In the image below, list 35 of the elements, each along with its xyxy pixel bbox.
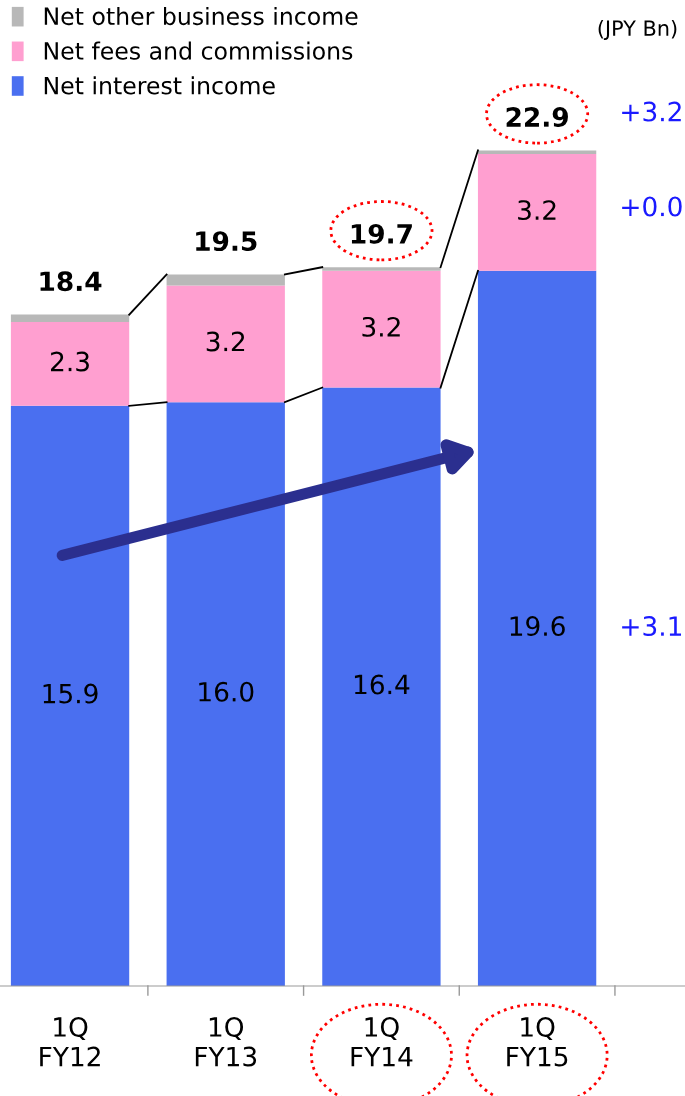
bar <box>166 402 285 986</box>
total-label: 22.9 <box>506 107 568 128</box>
data-label: 15.9 <box>43 683 98 704</box>
bar <box>477 150 597 155</box>
bar <box>10 314 130 322</box>
legend-label: Net other business income <box>44 6 358 26</box>
total-label: 19.7 <box>351 223 412 244</box>
bar <box>477 154 597 271</box>
bar <box>322 267 441 271</box>
text: (JPY Bn) <box>598 19 677 40</box>
legend-label: Net fees and commissions <box>44 41 353 60</box>
legend-label: Net interest income <box>44 76 275 95</box>
x-tick-label: 1Q FY12 <box>40 1017 100 1067</box>
data-label: 16.0 <box>199 681 254 702</box>
annotation: +3.1 <box>622 616 682 637</box>
annotation: +0.0 <box>622 196 682 217</box>
data-label: 19.6 <box>510 616 565 637</box>
data-label: 3.2 <box>362 316 400 337</box>
total-label: 19.5 <box>196 231 257 252</box>
text: +3.2 <box>622 101 681 122</box>
bar <box>322 270 441 388</box>
x-tick-label: 1Q FY15 <box>507 1017 568 1067</box>
total-label: 18.4 <box>40 271 102 292</box>
bar <box>10 405 130 986</box>
bar <box>166 274 285 286</box>
bar <box>477 270 597 986</box>
bar <box>166 285 285 403</box>
data-label: 3.2 <box>206 331 245 352</box>
bar <box>322 387 441 986</box>
bar <box>10 321 130 406</box>
data-label: 16.4 <box>354 674 410 695</box>
x-tick-label: 1Q FY13 <box>195 1017 257 1067</box>
data-label: 2.3 <box>51 351 89 372</box>
x-tick-label: 1Q FY14 <box>351 1017 413 1067</box>
data-label: 3.2 <box>518 200 556 221</box>
